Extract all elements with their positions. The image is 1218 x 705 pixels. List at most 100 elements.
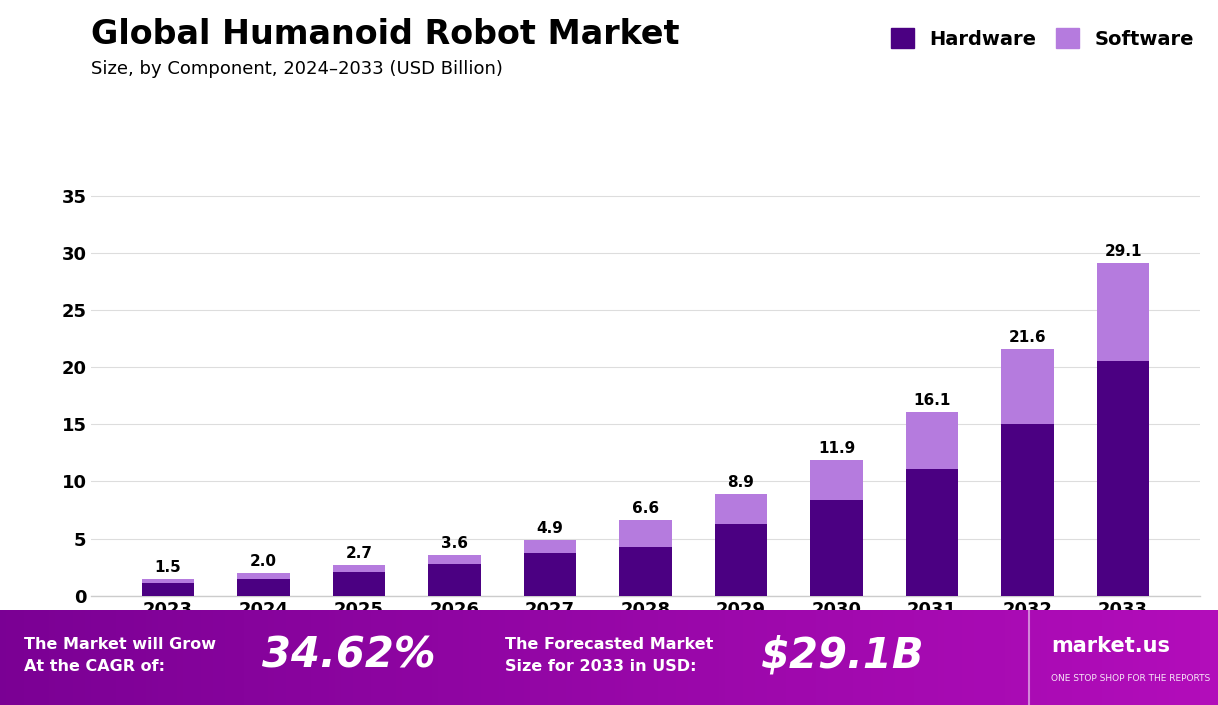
- Bar: [469, 610, 475, 705]
- Bar: [238, 610, 244, 705]
- Bar: [816, 610, 822, 705]
- Bar: [141, 583, 194, 596]
- Bar: [646, 610, 652, 705]
- Bar: [274, 610, 280, 705]
- Bar: [512, 610, 518, 705]
- Bar: [250, 610, 256, 705]
- Bar: [1194, 610, 1200, 705]
- Bar: [810, 460, 862, 500]
- Bar: [396, 610, 402, 705]
- Bar: [12, 610, 18, 705]
- Bar: [1047, 610, 1054, 705]
- Bar: [414, 610, 420, 705]
- Bar: [171, 610, 177, 705]
- Bar: [956, 610, 962, 705]
- Bar: [286, 610, 292, 705]
- Text: 16.1: 16.1: [914, 393, 951, 407]
- Bar: [365, 610, 371, 705]
- Bar: [268, 610, 274, 705]
- Bar: [560, 610, 566, 705]
- Bar: [304, 610, 311, 705]
- Bar: [329, 610, 335, 705]
- Bar: [97, 610, 104, 705]
- Bar: [1023, 610, 1029, 705]
- Bar: [974, 610, 980, 705]
- Bar: [603, 610, 609, 705]
- Bar: [688, 610, 694, 705]
- Text: 34.62%: 34.62%: [262, 634, 436, 677]
- Bar: [670, 610, 676, 705]
- Bar: [122, 610, 128, 705]
- Text: 6.6: 6.6: [632, 501, 659, 516]
- Bar: [457, 610, 463, 705]
- Bar: [146, 610, 152, 705]
- Bar: [755, 610, 761, 705]
- Bar: [914, 610, 920, 705]
- Bar: [1121, 610, 1127, 705]
- Bar: [1090, 610, 1096, 705]
- Text: ONE STOP SHOP FOR THE REPORTS: ONE STOP SHOP FOR THE REPORTS: [1051, 674, 1211, 683]
- Text: 3.6: 3.6: [441, 536, 468, 551]
- Bar: [1108, 610, 1114, 705]
- Bar: [895, 610, 901, 705]
- Bar: [213, 610, 219, 705]
- Bar: [907, 610, 914, 705]
- Bar: [493, 610, 499, 705]
- Bar: [1114, 610, 1121, 705]
- Bar: [292, 610, 298, 705]
- Bar: [1175, 610, 1181, 705]
- Bar: [238, 579, 290, 596]
- Bar: [280, 610, 286, 705]
- Bar: [262, 610, 268, 705]
- Bar: [18, 610, 24, 705]
- Bar: [591, 610, 597, 705]
- Text: Size, by Component, 2024–2033 (USD Billion): Size, by Component, 2024–2033 (USD Billi…: [91, 60, 503, 78]
- Bar: [475, 610, 481, 705]
- Bar: [110, 610, 116, 705]
- Bar: [1145, 610, 1151, 705]
- Bar: [347, 610, 353, 705]
- Bar: [140, 610, 146, 705]
- Bar: [231, 610, 238, 705]
- Bar: [798, 610, 804, 705]
- Bar: [445, 610, 451, 705]
- Bar: [901, 610, 907, 705]
- Bar: [828, 610, 834, 705]
- Bar: [615, 610, 621, 705]
- Bar: [658, 610, 664, 705]
- Bar: [183, 610, 189, 705]
- Bar: [859, 610, 865, 705]
- Bar: [463, 610, 469, 705]
- Bar: [429, 564, 481, 596]
- Bar: [987, 610, 993, 705]
- Bar: [682, 610, 688, 705]
- Text: market.us: market.us: [1051, 636, 1170, 656]
- Bar: [1181, 610, 1188, 705]
- Bar: [73, 610, 79, 705]
- Bar: [1005, 610, 1011, 705]
- Bar: [633, 610, 639, 705]
- Bar: [706, 610, 713, 705]
- Bar: [451, 610, 457, 705]
- Bar: [298, 610, 304, 705]
- Bar: [432, 610, 438, 705]
- Bar: [993, 610, 999, 705]
- Bar: [700, 610, 706, 705]
- Bar: [323, 610, 329, 705]
- Bar: [0, 610, 6, 705]
- Bar: [311, 610, 317, 705]
- Bar: [619, 520, 672, 546]
- Bar: [201, 610, 207, 705]
- Bar: [158, 610, 164, 705]
- Bar: [499, 610, 505, 705]
- Bar: [920, 610, 926, 705]
- Bar: [104, 610, 110, 705]
- Bar: [694, 610, 700, 705]
- Bar: [1011, 610, 1017, 705]
- Bar: [889, 610, 895, 705]
- Bar: [1001, 349, 1054, 424]
- Bar: [999, 610, 1005, 705]
- Bar: [256, 610, 262, 705]
- Bar: [639, 610, 646, 705]
- Bar: [1017, 610, 1023, 705]
